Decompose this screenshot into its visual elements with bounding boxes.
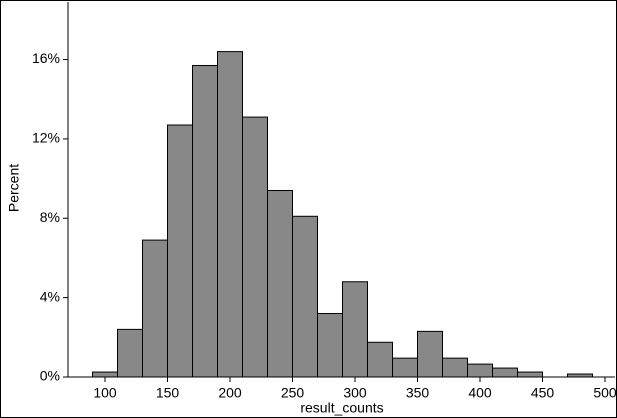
bar — [467, 363, 493, 378]
y-tick-label: 16% — [32, 50, 60, 66]
x-tick-label: 200 — [218, 385, 242, 401]
bar — [392, 357, 418, 378]
bar — [342, 281, 368, 378]
x-tick-label: 150 — [156, 385, 180, 401]
bar — [417, 330, 443, 378]
x-tick-label: 450 — [531, 385, 555, 401]
bar — [367, 341, 393, 378]
y-tick-label: 8% — [40, 209, 60, 225]
bar — [317, 313, 343, 378]
bar — [442, 357, 468, 378]
bar — [217, 51, 243, 378]
bar — [92, 371, 118, 378]
bar — [142, 239, 168, 378]
x-tick-label: 250 — [281, 385, 305, 401]
y-tick-label: 0% — [40, 368, 60, 384]
bar — [517, 371, 543, 378]
x-tick-label: 300 — [343, 385, 367, 401]
bar — [492, 367, 518, 378]
bar — [192, 64, 218, 378]
bar — [267, 189, 293, 378]
bar — [292, 215, 318, 378]
y-tick-label: 12% — [32, 130, 60, 146]
bar — [117, 328, 143, 378]
x-tick-label: 350 — [406, 385, 430, 401]
x-tick-label: 400 — [468, 385, 492, 401]
y-axis-label: Percent — [6, 164, 22, 212]
bar — [242, 116, 268, 378]
y-tick-label: 4% — [40, 288, 60, 304]
bar — [167, 124, 193, 378]
x-tick-label: 500 — [593, 385, 617, 401]
x-tick-label: 100 — [93, 385, 117, 401]
x-axis-label: result_counts — [300, 400, 383, 416]
